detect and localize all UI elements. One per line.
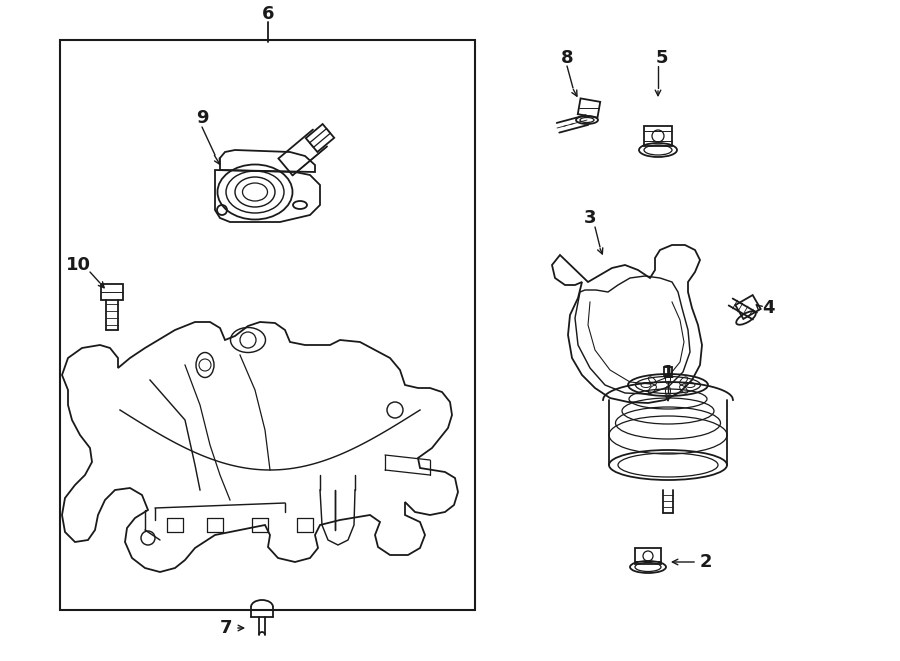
Text: 1: 1 (662, 364, 674, 382)
Text: 7: 7 (220, 619, 232, 637)
Text: 8: 8 (561, 49, 573, 67)
Text: 2: 2 (700, 553, 713, 571)
Bar (60, 40, 475, 610)
Text: 5: 5 (656, 49, 668, 67)
Text: 3: 3 (584, 209, 596, 227)
Text: 9: 9 (196, 109, 208, 127)
Text: 4: 4 (762, 299, 775, 317)
Text: 10: 10 (66, 256, 91, 274)
Text: 6: 6 (262, 5, 274, 23)
